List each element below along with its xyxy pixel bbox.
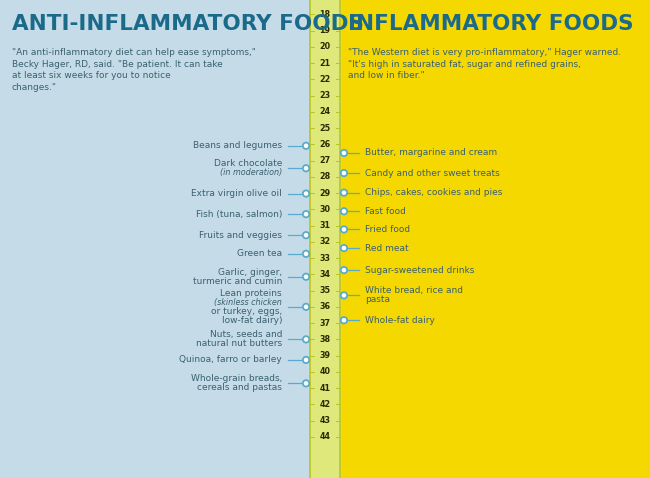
Text: 27: 27 [319,156,331,165]
Text: Lean proteins: Lean proteins [220,289,282,298]
Text: (in moderation): (in moderation) [220,168,282,177]
Text: 20: 20 [319,43,331,51]
Text: 28: 28 [319,173,331,181]
Text: Fast food: Fast food [365,207,406,216]
Circle shape [341,292,347,299]
Text: 18: 18 [319,10,331,19]
Text: 36: 36 [320,303,330,311]
Circle shape [341,267,347,273]
Text: 23: 23 [319,91,331,100]
Text: "An anti-inflammatory diet can help ease symptoms,": "An anti-inflammatory diet can help ease… [12,48,256,57]
Text: 42: 42 [319,400,331,409]
Text: Green tea: Green tea [237,250,282,258]
Circle shape [341,170,347,176]
Text: low-fat dairy): low-fat dairy) [222,316,282,325]
Text: 34: 34 [320,270,330,279]
Text: 19: 19 [320,26,330,35]
Text: 30: 30 [320,205,330,214]
Text: Fish (tuna, salmon): Fish (tuna, salmon) [196,210,282,218]
Text: Butter, margarine and cream: Butter, margarine and cream [365,149,497,157]
Text: Nuts, seeds and: Nuts, seeds and [209,330,282,339]
Text: 24: 24 [319,108,331,116]
Text: natural nut butters: natural nut butters [196,339,282,348]
Text: 31: 31 [320,221,330,230]
Text: 39: 39 [320,351,330,360]
Circle shape [341,317,347,324]
Bar [310,0,340,478]
Circle shape [341,208,347,215]
Text: 25: 25 [319,124,331,132]
Text: Beans and legumes: Beans and legumes [193,141,282,150]
Circle shape [303,336,309,343]
Text: Becky Hager, RD, said. "Be patient. It can take: Becky Hager, RD, said. "Be patient. It c… [12,59,223,68]
Text: Chips, cakes, cookies and pies: Chips, cakes, cookies and pies [365,188,502,197]
Circle shape [303,380,309,387]
Bar [325,0,650,478]
Text: turmeric and cumin: turmeric and cumin [192,277,282,286]
Text: "It's high in saturated fat, sugar and refined grains,: "It's high in saturated fat, sugar and r… [348,59,581,68]
Circle shape [303,357,309,363]
Text: 44: 44 [320,433,330,441]
Circle shape [303,190,309,197]
Text: at least six weeks for you to notice: at least six weeks for you to notice [12,71,171,80]
Text: 29: 29 [319,189,331,197]
Circle shape [303,211,309,217]
Text: 32: 32 [319,238,331,246]
Text: INFLAMMATORY FOODS: INFLAMMATORY FOODS [348,14,634,34]
Text: ANTI-INFLAMMATORY FOODS: ANTI-INFLAMMATORY FOODS [12,14,364,34]
Circle shape [303,250,309,257]
Circle shape [303,304,309,310]
Circle shape [341,189,347,196]
Circle shape [341,150,347,156]
Text: 43: 43 [320,416,330,425]
Text: 26: 26 [319,140,331,149]
Text: Extra virgin olive oil: Extra virgin olive oil [191,189,282,198]
Circle shape [303,232,309,239]
Text: 22: 22 [319,75,331,84]
Circle shape [303,142,309,149]
Text: or turkey, eggs,: or turkey, eggs, [211,307,282,316]
Text: 38: 38 [319,335,331,344]
Text: Garlic, ginger,: Garlic, ginger, [218,268,282,277]
Text: Quinoa, farro or barley: Quinoa, farro or barley [179,356,282,364]
Text: changes.": changes." [12,83,57,91]
Bar [0,0,325,478]
Text: Whole-fat dairy: Whole-fat dairy [365,316,435,325]
Text: 21: 21 [319,59,331,67]
Text: 41: 41 [320,384,330,392]
Text: Red meat: Red meat [365,244,409,252]
Text: 35: 35 [320,286,330,295]
Text: Candy and other sweet treats: Candy and other sweet treats [365,169,500,177]
Text: White bread, rice and: White bread, rice and [365,286,463,295]
Text: Fried food: Fried food [365,225,410,234]
Text: Whole-grain breads,: Whole-grain breads, [190,374,282,383]
Text: Sugar-sweetened drinks: Sugar-sweetened drinks [365,266,474,274]
Circle shape [303,273,309,280]
Text: Dark chocolate: Dark chocolate [214,159,282,168]
Text: cereals and pastas: cereals and pastas [197,383,282,392]
Text: Fruits and veggies: Fruits and veggies [199,231,282,239]
Circle shape [341,226,347,233]
Text: 33: 33 [320,254,330,262]
Text: "The Western diet is very pro-inflammatory," Hager warned.: "The Western diet is very pro-inflammato… [348,48,621,57]
Text: pasta: pasta [365,295,390,304]
Text: 40: 40 [320,368,330,376]
Circle shape [303,165,309,172]
Text: 37: 37 [320,319,330,327]
Text: (skinless chicken: (skinless chicken [214,298,282,307]
Text: and low in fiber.": and low in fiber." [348,71,424,80]
Circle shape [341,245,347,251]
